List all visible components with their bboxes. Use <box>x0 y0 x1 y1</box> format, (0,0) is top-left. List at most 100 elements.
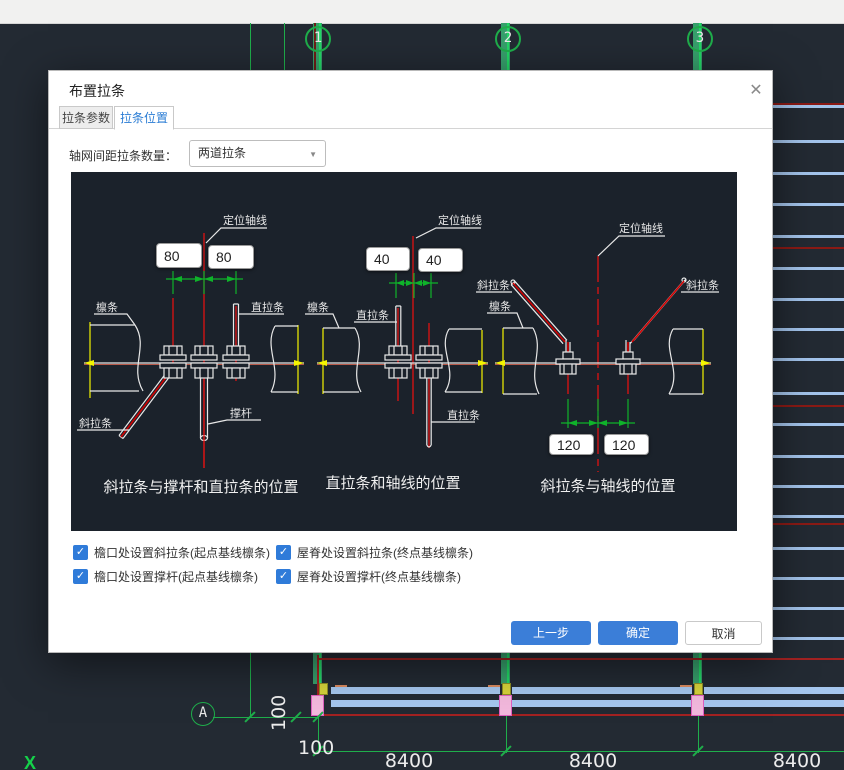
dialog-title: 布置拉条 <box>69 83 125 99</box>
dim-text-8400: 8400 <box>772 750 822 770</box>
ucs-x-label: X <box>24 753 37 770</box>
axis-bubble-2: 2 <box>495 26 521 52</box>
purlin-line <box>773 455 844 458</box>
checkbox-label: 屋脊处设置斜拉条(终点基线檩条) <box>297 545 473 560</box>
ok-button[interactable]: 确定 <box>598 621 678 645</box>
label-axis-d2: 定位轴线 <box>438 213 482 227</box>
frame-line <box>773 523 844 525</box>
check-icon: ✓ <box>276 568 291 584</box>
dim-line-bottom <box>318 751 844 752</box>
roof-edge-line <box>317 658 844 660</box>
caption-d2: 直拉条和轴线的位置 <box>325 474 460 492</box>
checkbox-eave-diagonal[interactable]: ✓ 檐口处设置斜拉条(起点基线檩条) <box>73 544 270 560</box>
label-strut-d1: 撑杆 <box>230 406 252 420</box>
check-icon: ✓ <box>276 544 291 560</box>
label-diagonal-tie-left-d3: 斜拉条 <box>477 278 510 292</box>
axis-extension <box>318 716 319 753</box>
combo-label: 轴网间距拉条数量： <box>69 149 178 163</box>
purlin-tick <box>335 685 347 687</box>
frame-line <box>773 247 844 249</box>
check-icon: ✓ <box>73 544 88 560</box>
dim-text-8400: 8400 <box>568 750 618 770</box>
checkbox-label: 檐口处设置撑杆(起点基线檩条) <box>94 569 258 584</box>
purlin-line <box>773 328 844 331</box>
previous-step-button[interactable]: 上一步 <box>511 621 591 645</box>
offset-input-d2-right[interactable]: 40 <box>418 248 463 272</box>
purlin-line <box>773 235 844 238</box>
beam <box>331 700 500 707</box>
offset-input-d3-left[interactable]: 120 <box>549 434 594 455</box>
tab-tie-rod-position[interactable]: 拉条位置 <box>114 106 174 130</box>
purlin-line <box>773 485 844 488</box>
axis-bubble-3: 3 <box>687 26 713 52</box>
caption-d1: 斜拉条与撑杆和直拉条的位置 <box>103 478 298 496</box>
beam <box>512 700 692 707</box>
purlin-line <box>773 140 844 143</box>
tie-rod-position-preview: 定位轴线 檩条 直拉条 斜拉条 撑杆 定位轴线 檩条 直拉条 直拉条 定位轴线 … <box>71 172 737 531</box>
column-cap <box>502 683 511 695</box>
label-purlin-d1: 檩条 <box>96 300 118 314</box>
dim-text-100: 100 <box>298 737 335 759</box>
caption-d3: 斜拉条与轴线的位置 <box>540 477 675 495</box>
purlin-line <box>773 172 844 175</box>
label-axis-d3: 定位轴线 <box>619 221 663 235</box>
dim-text-8400: 8400 <box>384 750 434 770</box>
label-diagonal-tie-d1: 斜拉条 <box>79 416 112 430</box>
dropdown-value: 两道拉条 <box>198 146 247 160</box>
purlin-tick <box>680 685 692 687</box>
beam <box>512 687 692 694</box>
window-titlebar <box>0 0 844 24</box>
chevron-down-icon: ▼ <box>309 150 317 159</box>
purlin-line <box>773 515 844 518</box>
column <box>499 695 512 716</box>
grid-line <box>284 23 285 70</box>
beam <box>331 687 500 694</box>
offset-input-d2-left[interactable]: 40 <box>366 247 410 271</box>
label-straight-tie-bottom-d2: 直拉条 <box>447 408 480 422</box>
preview-drawing: 定位轴线 檩条 直拉条 斜拉条 撑杆 定位轴线 檩条 直拉条 直拉条 定位轴线 … <box>77 213 719 496</box>
tie-rod-count-dropdown[interactable]: 两道拉条 ▼ <box>189 140 326 167</box>
tab-strip-border <box>49 128 772 129</box>
purlin-line <box>773 547 844 550</box>
dialog-arrange-tie-rods: 布置拉条 ✕ 拉条参数 拉条位置 轴网间距拉条数量： 两道拉条 ▼ <box>48 70 773 653</box>
label-straight-tie-d1: 直拉条 <box>251 300 284 314</box>
purlin-line <box>773 267 844 270</box>
frame-line <box>773 405 844 407</box>
tab-tie-rod-params[interactable]: 拉条参数 <box>59 106 113 129</box>
checkbox-ridge-diagonal[interactable]: ✓ 屋脊处设置斜拉条(终点基线檩条) <box>276 544 473 560</box>
checkbox-label: 屋脊处设置撑杆(终点基线檩条) <box>297 569 461 584</box>
label-straight-tie-top-d2: 直拉条 <box>356 308 389 322</box>
checkbox-label: 檐口处设置斜拉条(起点基线檩条) <box>94 545 270 560</box>
beam <box>704 700 844 707</box>
purlin-line <box>773 203 844 206</box>
label-purlin-d2: 檩条 <box>307 300 329 314</box>
eave-line <box>317 714 844 716</box>
beam <box>704 687 844 694</box>
axis-extension <box>506 716 507 753</box>
dim-line <box>213 717 318 718</box>
checkbox-ridge-strut[interactable]: ✓ 屋脊处设置撑杆(终点基线檩条) <box>276 568 461 584</box>
column-cap <box>694 683 703 695</box>
offset-input-d1-left[interactable]: 80 <box>156 243 202 268</box>
close-icon[interactable]: ✕ <box>749 82 763 99</box>
cancel-button[interactable]: 取消 <box>685 621 762 645</box>
purlin-line <box>773 423 844 426</box>
axis-bubble-1: 1 <box>305 26 331 52</box>
purlin-line <box>773 358 844 361</box>
check-icon: ✓ <box>73 568 88 584</box>
label-purlin-d3: 檩条 <box>489 299 511 313</box>
purlin-tick <box>488 685 500 687</box>
offset-input-d3-right[interactable]: 120 <box>604 434 649 455</box>
purlin-line <box>773 392 844 395</box>
gable-edge-line <box>317 655 319 716</box>
purlin-line <box>773 577 844 580</box>
column-cap <box>319 683 328 695</box>
purlin-line <box>773 607 844 610</box>
label-diagonal-tie-right-d3: 斜拉条 <box>686 278 719 292</box>
checkbox-eave-strut[interactable]: ✓ 檐口处设置撑杆(起点基线檩条) <box>73 568 258 584</box>
purlin-line <box>773 105 844 108</box>
offset-input-d1-right[interactable]: 80 <box>208 245 254 269</box>
frame-line <box>773 103 844 105</box>
axis-bubble-A: A <box>191 702 215 726</box>
